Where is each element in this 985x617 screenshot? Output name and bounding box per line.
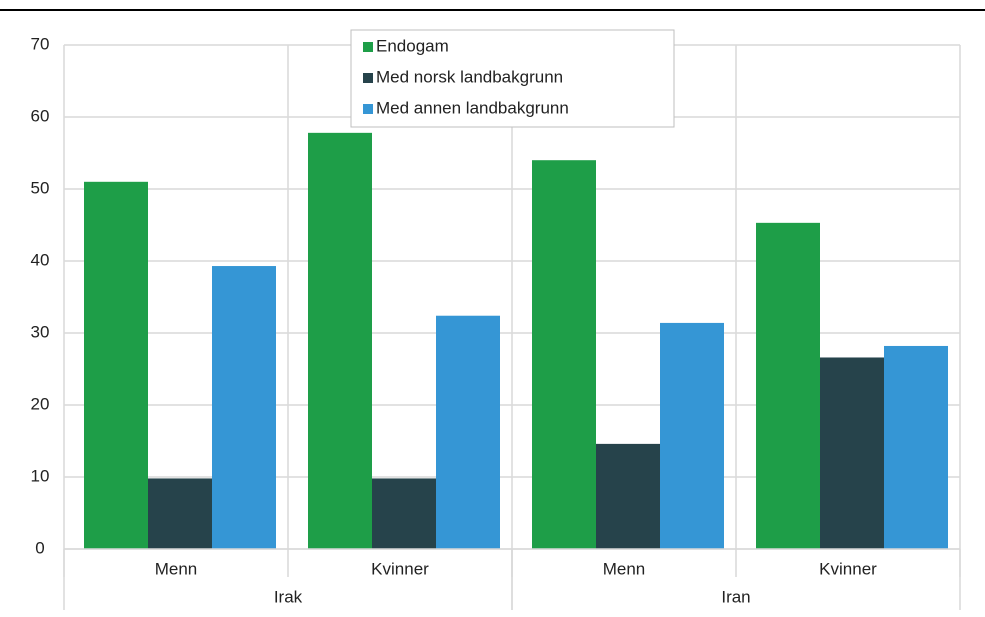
legend-swatch [363, 104, 373, 114]
bar [532, 160, 596, 549]
bar [436, 315, 500, 549]
bar [660, 322, 724, 549]
x-tick-label: Kvinner [819, 559, 877, 578]
legend-label: Med norsk landbakgrunn [376, 67, 563, 86]
legend-box [350, 29, 675, 128]
y-tick-label: 60 [31, 106, 50, 125]
bar [372, 478, 436, 549]
y-tick-label: 30 [31, 322, 50, 341]
group-label: Iran [721, 587, 750, 606]
x-tick-label: Kvinner [371, 559, 429, 578]
legend: Endogam Med norsk landbakgrunn Med annen l… [350, 29, 675, 128]
bar [884, 345, 948, 549]
legend-label: Med annen landbakgrunn [376, 98, 569, 117]
bar [148, 478, 212, 549]
x-tick-label: Menn [155, 559, 198, 578]
bar [84, 181, 148, 550]
y-tick-label: 70 [31, 34, 50, 53]
x-tick-label: Menn [603, 559, 646, 578]
legend-swatch [363, 42, 373, 52]
legend-label: Endogam [376, 36, 449, 55]
y-tick-label: 10 [31, 466, 50, 485]
y-tick-label: 20 [31, 394, 50, 413]
bar [212, 266, 276, 549]
bar [596, 443, 660, 549]
legend-swatch [363, 73, 373, 83]
bar [756, 222, 820, 549]
bar [820, 357, 884, 549]
group-label: Irak [274, 587, 303, 606]
y-tick-label: 40 [31, 250, 50, 269]
y-tick-label: 0 [35, 538, 44, 557]
bar [308, 132, 372, 549]
y-tick-label: 50 [31, 178, 50, 197]
